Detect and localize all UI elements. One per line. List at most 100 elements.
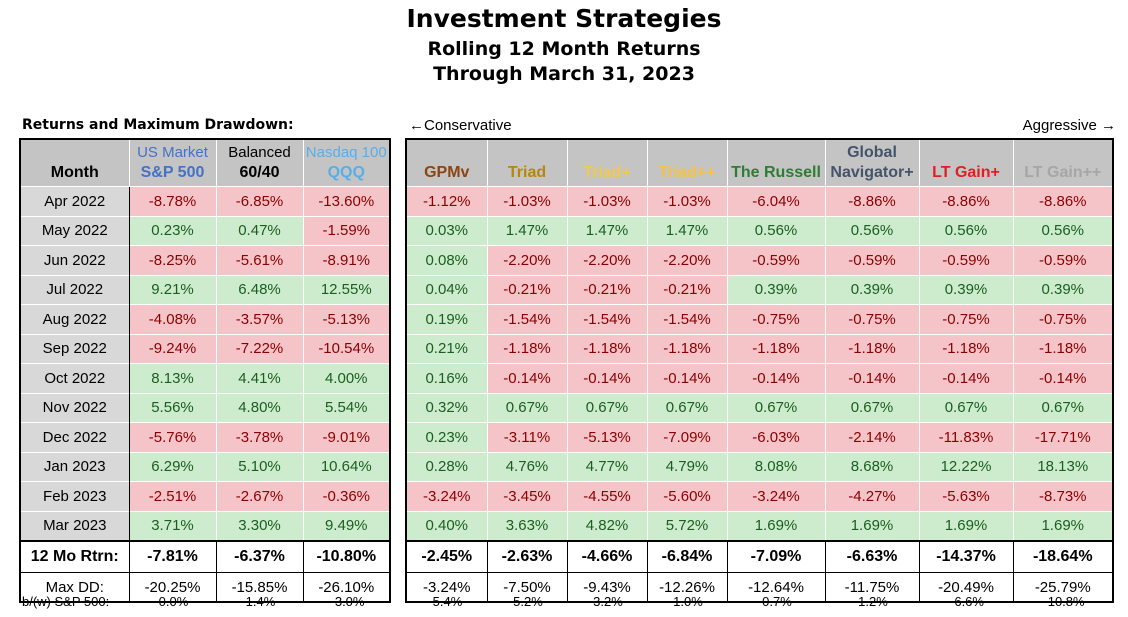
table-row: -3.24% -3.45% -4.55% -5.60% -3.24% -4.27% -5.6… — [406, 481, 1113, 511]
return-cell: -0.59% — [1013, 245, 1113, 275]
table-row: Dec 2022 -5.76% -3.78% -9.01% — [20, 422, 390, 452]
table-row: 0.19% -1.54% -1.54% -1.54% -0.75% -0.75% -0.75… — [406, 304, 1113, 334]
return-cell: -0.21% — [647, 274, 728, 305]
return-cell: -9.24% — [129, 333, 217, 364]
return-cell: -3.11% — [487, 422, 568, 452]
twelve-month-return-cell: -14.37% — [919, 540, 1014, 573]
bw-value: 1.2% — [858, 594, 888, 609]
return-cell: -1.54% — [567, 304, 648, 334]
return-cell: 3.30% — [216, 510, 304, 541]
month-cell: Nov 2022 — [20, 392, 130, 423]
return-cell: 0.16% — [406, 363, 488, 393]
return-cell: 0.47% — [216, 215, 304, 246]
return-cell: 6.48% — [216, 274, 304, 305]
return-cell: 0.67% — [919, 392, 1014, 423]
mdd-row: Max DD: -20.25% -15.85% -26.10% — [20, 572, 390, 602]
max-drawdown-cell: -20.49% — [919, 572, 1014, 602]
return-cell: -1.59% — [303, 215, 390, 246]
table-row: 0.32% 0.67% 0.67% 0.67% 0.67% 0.67% 0.67% 0.67% — [406, 392, 1113, 423]
return-cell: 4.80% — [216, 392, 304, 423]
bw-value: 1.0% — [673, 594, 703, 609]
max-drawdown-cell: -20.25% — [129, 572, 217, 602]
return-cell: -0.59% — [919, 245, 1014, 275]
sum-row: 12 Mo Rtrn: -7.81% -6.37% -10.80% — [20, 540, 390, 573]
return-cell: 0.56% — [1013, 215, 1113, 246]
return-cell: 5.56% — [129, 392, 217, 423]
return-cell: 1.47% — [567, 215, 648, 246]
return-cell: 0.03% — [406, 215, 488, 246]
table-row: Jun 2022 -8.25% -5.61% -8.91% — [20, 245, 390, 275]
bw-label: b/(w) S&P 500: — [22, 594, 110, 609]
return-cell: 9.21% — [129, 274, 217, 305]
header-lt-gain: LT Gain+ — [919, 139, 1014, 187]
return-cell: -8.86% — [825, 186, 920, 216]
return-cell: -2.20% — [647, 245, 728, 275]
page-subtitle: Rolling 12 Month Returns — [427, 38, 701, 60]
return-cell: -3.78% — [216, 422, 304, 452]
return-cell: 0.08% — [406, 245, 488, 275]
table-row: Nov 2022 5.56% 4.80% 5.54% — [20, 392, 390, 423]
return-cell: -6.04% — [727, 186, 826, 216]
return-cell: 4.41% — [216, 363, 304, 393]
return-cell: 4.76% — [487, 451, 568, 482]
return-cell: -1.18% — [487, 333, 568, 364]
return-cell: -1.54% — [487, 304, 568, 334]
return-cell: -8.86% — [919, 186, 1014, 216]
return-cell: 3.63% — [487, 510, 568, 541]
return-cell: 0.67% — [487, 392, 568, 423]
return-cell: -17.71% — [1013, 422, 1113, 452]
header-triad-plus-plus: Triad++ — [647, 139, 728, 187]
return-cell: -1.18% — [727, 333, 826, 364]
max-drawdown-cell: -25.79% — [1013, 572, 1113, 602]
return-cell: 0.56% — [919, 215, 1014, 246]
bw-value: 0.0% — [158, 594, 189, 609]
return-cell: -0.21% — [487, 274, 568, 305]
table-row: 0.03% 1.47% 1.47% 1.47% 0.56% 0.56% 0.56% 0.56% — [406, 215, 1113, 246]
return-cell: -7.22% — [216, 333, 304, 364]
table-row: 0.16% -0.14% -0.14% -0.14% -0.14% -0.14% -0.14… — [406, 363, 1113, 393]
return-cell: -8.91% — [303, 245, 390, 275]
return-cell: -0.14% — [825, 363, 920, 393]
return-cell: -7.09% — [647, 422, 728, 452]
twelve-month-return-cell: -7.09% — [727, 540, 826, 573]
table-row: -1.12% -1.03% -1.03% -1.03% -6.04% -8.86% -8.8… — [406, 186, 1113, 216]
month-cell: Jan 2023 — [20, 451, 130, 482]
return-cell: -0.75% — [919, 304, 1014, 334]
bw-value: -3.0% — [330, 594, 365, 609]
return-cell: -0.59% — [727, 245, 826, 275]
table-row: Feb 2023 -2.51% -2.67% -0.36% — [20, 481, 390, 511]
month-cell: Feb 2023 — [20, 481, 130, 511]
table-row: Jul 2022 9.21% 6.48% 12.55% — [20, 274, 390, 305]
return-cell: 0.67% — [567, 392, 648, 423]
month-cell: Dec 2022 — [20, 422, 130, 452]
max-drawdown-cell: -12.26% — [647, 572, 728, 602]
return-cell: -4.27% — [825, 481, 920, 511]
return-cell: -0.14% — [567, 363, 648, 393]
bw-value: -10.8% — [1043, 594, 1085, 609]
return-cell: 8.13% — [129, 363, 217, 393]
max-drawdown-cell: -7.50% — [487, 572, 568, 602]
return-cell: -13.60% — [303, 186, 390, 216]
return-cell: -0.14% — [1013, 363, 1113, 393]
bw-value: -6.6% — [950, 594, 984, 609]
twelve-month-return-cell: -6.37% — [216, 540, 304, 573]
return-cell: -1.18% — [1013, 333, 1113, 364]
return-cell: 1.47% — [647, 215, 728, 246]
return-cell: -2.51% — [129, 481, 217, 511]
table-row: 0.28% 4.76% 4.77% 4.79% 8.08% 8.68% 12.22% 18.1… — [406, 451, 1113, 482]
twelve-month-return-cell: -2.45% — [406, 540, 488, 573]
return-cell: 4.79% — [647, 451, 728, 482]
month-cell: Oct 2022 — [20, 363, 130, 393]
table-row: Jan 2023 6.29% 5.10% 10.64% — [20, 451, 390, 482]
return-cell: 4.82% — [567, 510, 648, 541]
table-row: 0.23% -3.11% -5.13% -7.09% -6.03% -2.14% -11.8… — [406, 422, 1113, 452]
return-cell: -5.63% — [919, 481, 1014, 511]
return-cell: -4.55% — [567, 481, 648, 511]
return-cell: 1.47% — [487, 215, 568, 246]
return-cell: -2.20% — [567, 245, 648, 275]
return-cell: -9.01% — [303, 422, 390, 452]
return-cell: 12.22% — [919, 451, 1014, 482]
return-cell: -8.73% — [1013, 481, 1113, 511]
return-cell: 0.32% — [406, 392, 488, 423]
return-cell: -0.14% — [487, 363, 568, 393]
